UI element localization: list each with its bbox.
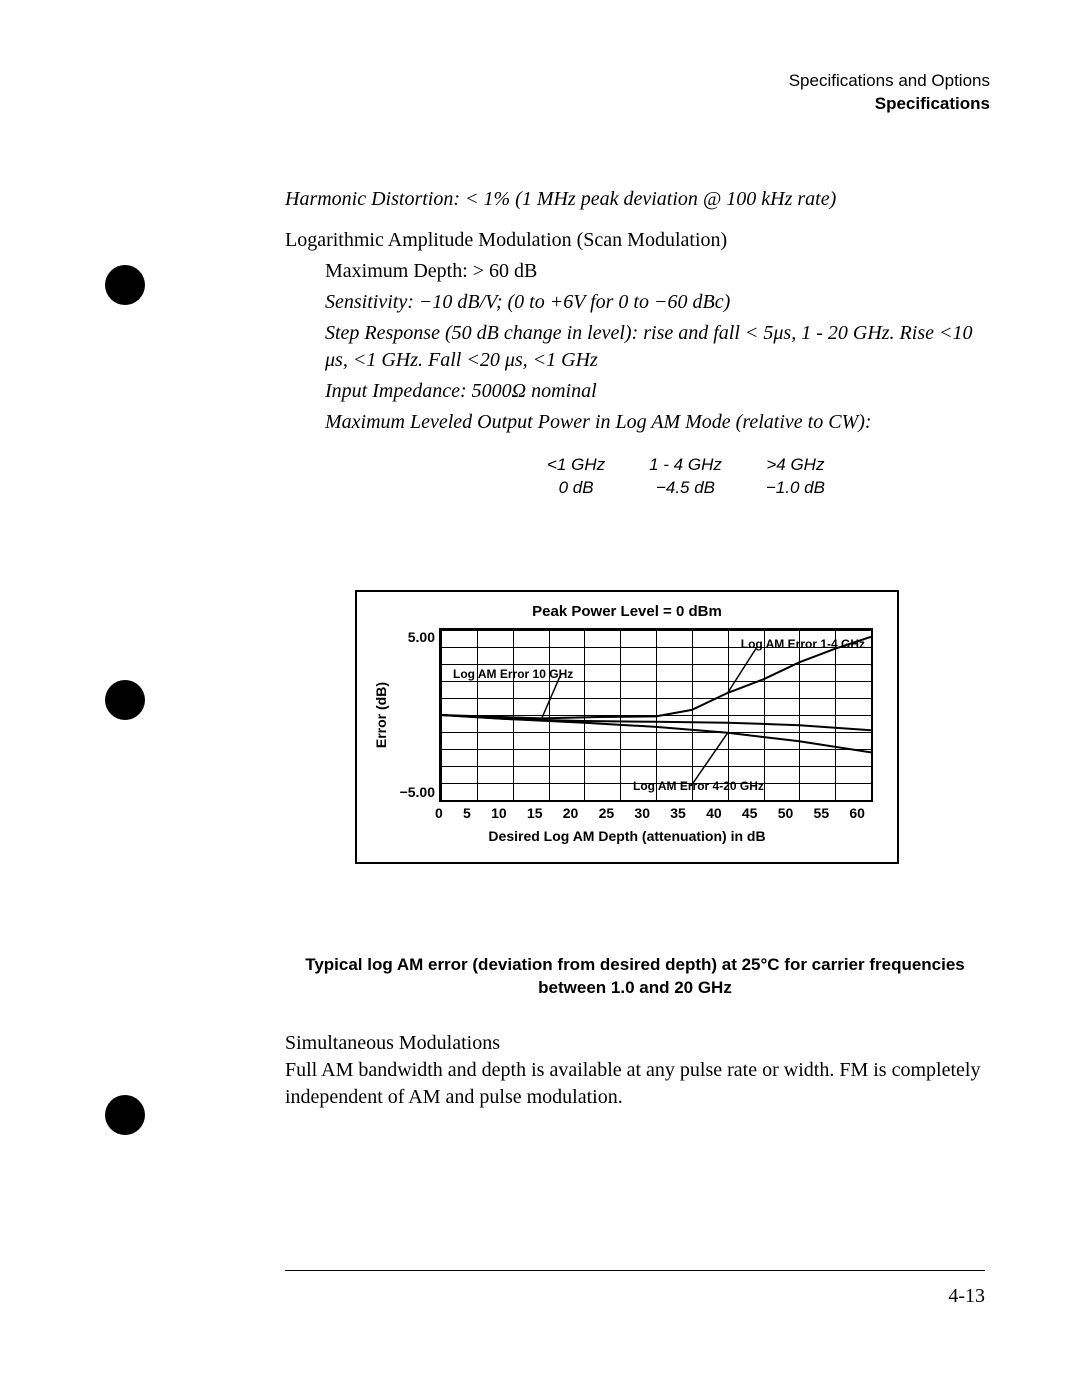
chart-title: Peak Power Level = 0 dBm [367,602,887,622]
th-1: 1 - 4 GHz [627,454,744,477]
th-0: <1 GHz [525,454,627,477]
xtick: 10 [491,804,507,823]
xtick: 40 [706,804,722,823]
xtick: 55 [814,804,830,823]
chart-container: Peak Power Level = 0 dBm Error (dB) 5.00… [355,590,985,864]
header-section: Specifications and Options [90,70,990,93]
xtick: 45 [742,804,758,823]
tv-2: −1.0 dB [744,477,847,500]
x-ticks: 0 5 10 15 20 25 30 35 40 45 50 55 60 [435,804,865,823]
ytick-bottom: −5.00 [395,783,435,802]
header-title: Specifications [90,93,990,116]
max-depth: Maximum Depth: > 60 dB [325,258,985,285]
xtick: 20 [563,804,579,823]
harmonic-distortion: Harmonic Distortion: < 1% (1 MHz peak de… [285,186,985,213]
x-axis-label: Desired Log AM Depth (attenuation) in dB [367,827,887,846]
th-2: >4 GHz [744,454,847,477]
ytick-top: 5.00 [395,628,435,647]
plot-area: Log AM Error 1-4 GHz Log AM Error 10 GHz… [439,628,873,802]
xtick: 35 [670,804,686,823]
sim-body: Full AM bandwidth and depth is available… [285,1057,985,1111]
xtick: 60 [849,804,865,823]
step-response: Step Response (50 dB change in level): r… [325,320,985,374]
xtick: 25 [599,804,615,823]
page-body: Specifications and Options Specification… [90,70,990,1111]
chart-box: Peak Power Level = 0 dBm Error (dB) 5.00… [355,590,899,864]
footer-rule [285,1270,985,1271]
xtick: 0 [435,804,443,823]
xtick: 15 [527,804,543,823]
tv-0: 0 dB [525,477,627,500]
content-area: Harmonic Distortion: < 1% (1 MHz peak de… [285,186,985,1111]
input-impedance: Input Impedance: 5000Ω nominal [325,378,985,405]
page-number: 4-13 [948,1285,985,1308]
max-leveled: Maximum Leveled Output Power in Log AM M… [325,409,985,436]
xtick: 50 [778,804,794,823]
figure-caption: Typical log AM error (deviation from des… [285,954,985,1000]
power-table: <1 GHz 1 - 4 GHz >4 GHz 0 dB −4.5 dB −1.… [525,454,985,500]
sensitivity: Sensitivity: −10 dB/V; (0 to +6V for 0 t… [325,289,985,316]
y-axis-label: Error (dB) [372,682,391,748]
log-am-heading: Logarithmic Amplitude Modulation (Scan M… [285,227,985,254]
sim-heading: Simultaneous Modulations [285,1030,985,1057]
page-header: Specifications and Options Specification… [90,70,990,116]
xtick: 30 [634,804,650,823]
tv-1: −4.5 dB [627,477,744,500]
xtick: 5 [463,804,471,823]
